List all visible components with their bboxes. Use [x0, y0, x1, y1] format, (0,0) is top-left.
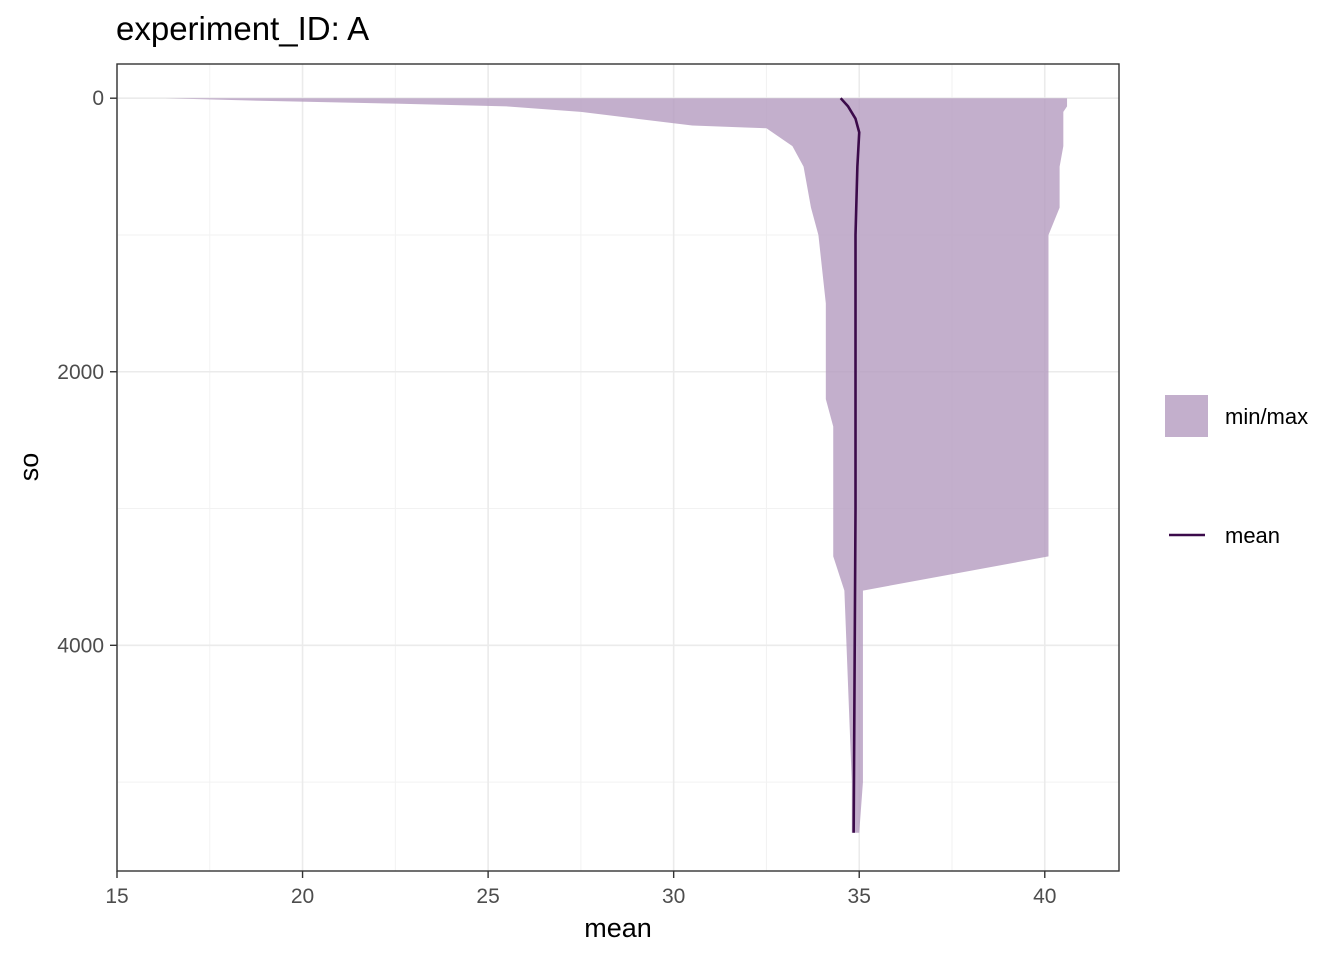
- legend: min/max mean: [1165, 395, 1308, 548]
- x-axis-title: mean: [584, 913, 652, 943]
- legend-label-min-max: min/max: [1225, 404, 1308, 429]
- y-axis: 0 2000 4000: [57, 87, 117, 657]
- chart-title: experiment_ID: A: [116, 10, 369, 47]
- x-tick-label: 40: [1033, 885, 1056, 908]
- y-axis-title: so: [14, 453, 44, 482]
- x-tick-label: 35: [848, 885, 871, 908]
- y-tick-label: 0: [92, 87, 104, 110]
- y-tick-label: 4000: [57, 634, 104, 657]
- x-tick-label: 30: [662, 885, 685, 908]
- data-marks: [165, 97, 1068, 833]
- legend-label-mean: mean: [1225, 523, 1280, 548]
- x-axis: 15 20 25 30 35 40: [105, 871, 1056, 908]
- ribbon-min-max: [165, 98, 1068, 833]
- x-tick-label: 25: [476, 885, 499, 908]
- x-tick-label: 15: [105, 885, 128, 908]
- y-tick-label: 2000: [57, 361, 104, 384]
- line-mean: [839, 97, 861, 833]
- legend-swatch-min-max: [1165, 395, 1208, 437]
- plot-border: [116, 63, 1120, 872]
- x-tick-label: 20: [291, 885, 314, 908]
